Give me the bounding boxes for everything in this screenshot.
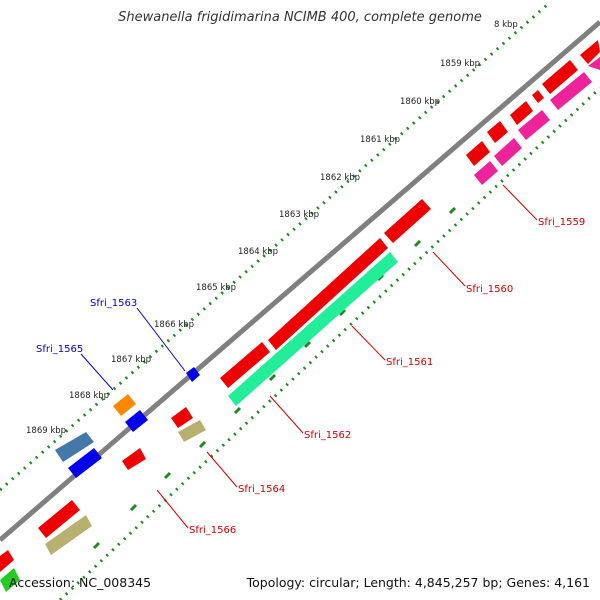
gene-sfri-1559-b [487, 121, 508, 143]
tick-labels: 8 kbp 1859 kbp 1860 kbp 1861 kbp 1862 kb… [26, 20, 518, 436]
leader-lines [80, 184, 538, 529]
inner-dotted-track [58, 86, 600, 600]
tick-label: 1860 kbp [400, 97, 440, 107]
tick-label: 1868 kbp [69, 391, 109, 401]
gene-pink-e [588, 57, 600, 70]
tick-label: 1862 kbp [320, 173, 360, 183]
tick-label: 1869 kbp [26, 426, 66, 436]
gene-sfri-1563 [186, 367, 200, 382]
gene-label-sfri-1562: Sfri_1562 [304, 430, 351, 441]
gene-label-sfri-1566: Sfri_1566 [189, 525, 236, 536]
gene-blue-c [68, 448, 102, 478]
tick-label: 1865 kbp [196, 283, 236, 293]
gene-red-g [220, 342, 270, 388]
gene-label-sfri-1559: Sfri_1559 [538, 217, 585, 228]
gene-pink-c [518, 110, 550, 140]
gene-steel [55, 432, 94, 462]
gene-label-sfri-1561: Sfri_1561 [386, 357, 433, 368]
tick-label: 1864 kbp [238, 247, 278, 257]
gene-red-d [532, 90, 544, 103]
blue-genes [55, 367, 200, 478]
map-title: Shewanella frigidimarina NCIMB 400, comp… [118, 10, 482, 25]
gene-khaki-b [45, 515, 92, 555]
gene-red-j [171, 407, 193, 428]
gene-label-sfri-1564: Sfri_1564 [238, 484, 285, 495]
tick-label: 1863 kbp [279, 210, 319, 220]
topology-text: Topology: circular; Length: 4,845,257 bp… [246, 575, 590, 590]
gene-green-edge [0, 568, 20, 592]
gene-sfri-1559-a [466, 141, 490, 166]
tick-label: 1859 kbp [440, 59, 480, 69]
tick-label: 1861 kbp [360, 135, 400, 145]
gene-red-f [580, 40, 600, 64]
gene-sfri-1565 [125, 410, 148, 432]
gene-labels: Sfri_1559 Sfri_1560 Sfri_1561 Sfri_1562 … [36, 217, 585, 536]
gene-sfri-1564 [178, 420, 206, 442]
genome-backbone [0, 20, 600, 542]
gene-red-h [38, 500, 80, 538]
accession-text: Accession: NC_008345 [9, 575, 152, 590]
tick-label: 1867 kbp [111, 355, 151, 365]
gene-pink-d [550, 72, 592, 110]
gene-sfri-1561 [268, 238, 388, 350]
gene-label-sfri-1560: Sfri_1560 [466, 284, 513, 295]
gene-pink-a [474, 161, 498, 185]
gene-label-sfri-1563: Sfri_1563 [90, 298, 137, 309]
gene-sfri-1560 [384, 199, 431, 243]
pink-genes [474, 57, 600, 185]
gene-red-i [0, 550, 14, 572]
forward-genes [0, 40, 600, 572]
gene-red-e [542, 60, 578, 94]
tick-label: 8 kbp [494, 20, 518, 30]
gene-red-c [510, 101, 533, 125]
gene-pink-b [494, 138, 522, 166]
gene-label-sfri-1565: Sfri_1565 [36, 344, 83, 355]
gene-orange [113, 394, 136, 416]
gene-red-k [122, 448, 146, 470]
tick-label: 1866 kbp [154, 320, 194, 330]
gene-sfri-1562 [228, 252, 398, 406]
